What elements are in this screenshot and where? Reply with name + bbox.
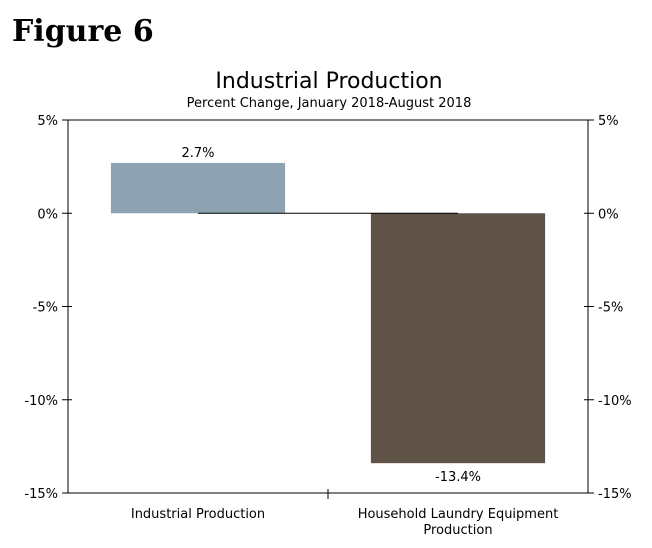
chart-title: Industrial Production [215,69,442,94]
y-tick-label-left: 5% [37,114,58,129]
bar [110,162,286,214]
y-tick-label-left: 0% [37,207,58,222]
data-label: 2.7% [181,146,214,161]
y-tick-label-right: -5% [598,301,623,316]
y-tick-label-left: -15% [24,487,58,502]
y-tick-label-left: -5% [33,301,58,316]
y-tick-label-right: 5% [598,114,619,129]
x-category-label: Household Laundry Equipment [358,507,559,522]
y-tick-label-right: -15% [598,487,632,502]
y-tick-label-right: -10% [598,394,632,409]
chart-subtitle: Percent Change, January 2018-August 2018 [187,96,472,111]
x-category-label: Industrial Production [131,507,265,522]
figure-label: Figure 6 [12,14,154,49]
y-tick-label-left: -10% [24,394,58,409]
data-label: -13.4% [435,470,481,485]
x-category-label: Production [423,523,492,538]
plot-area: 5% 5% 0% 0% -5% -5% -10% -10% -15% -15% 2.7% Indust… [24,114,631,538]
y-tick-label-right: 0% [598,207,619,222]
bar [370,213,546,464]
